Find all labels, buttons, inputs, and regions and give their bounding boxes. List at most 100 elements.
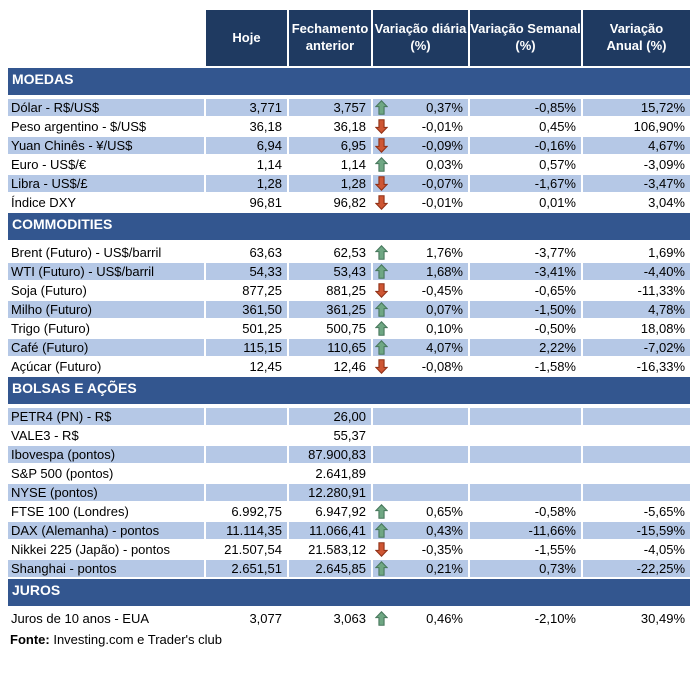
cell-hoje: 36,18 (249, 119, 282, 134)
row-label: Peso argentino - $/US$ (11, 119, 147, 134)
cell-variacao-semanal: -0,50% (534, 321, 576, 336)
cell-variacao-semanal (470, 446, 581, 463)
row-label: Juros de 10 anos - EUA (11, 611, 150, 626)
table-row: VALE3 - R$ 55,37 (8, 427, 690, 444)
row-label: FTSE 100 (Londres) (11, 504, 129, 519)
cell-hoje (206, 446, 287, 463)
cell-fechamento-anterior: 881,25 (326, 283, 366, 298)
table-row: Ibovespa (pontos) 87.900,83 (8, 446, 690, 463)
table-body: MOEDAS Dólar - R$/US$ 3,771 3,757 0,37% -0,85… (8, 68, 690, 627)
cell-fechamento-anterior: 3,063 (333, 611, 366, 626)
cell-variacao-anual (583, 446, 690, 463)
cell-hoje: 2.651,51 (206, 560, 287, 577)
cell-variacao-anual: 30,49% (640, 611, 685, 626)
cell-fechamento-anterior: 26,00 (289, 408, 371, 425)
table-row: Yuan Chinês - ¥/US$ 6,94 6,95 -0,09% -0,16% 4… (8, 137, 690, 154)
cell-variacao-diaria (373, 408, 468, 425)
row-label: Soja (Futuro) (11, 283, 87, 298)
cell-variacao-diaria: 1,76% (373, 244, 468, 261)
source-note-text: Investing.com e Trader's club (49, 632, 223, 647)
cell-hoje: 96,81 (249, 195, 282, 210)
table-row: WTI (Futuro) - US$/barril 54,33 53,43 1,68%… (8, 263, 690, 280)
section-header-commodities: COMMODITIES (8, 213, 690, 240)
variacao-diaria-value: 0,43% (426, 523, 463, 538)
row-label: Euro - US$/€ (11, 157, 87, 172)
cell-fechamento-anterior: 87.900,83 (289, 446, 371, 463)
cell-variacao-anual (583, 484, 690, 501)
variacao-diaria-value: 1,68% (426, 264, 463, 279)
arrow-up-icon (375, 611, 389, 627)
variacao-diaria-value: -0,07% (421, 176, 463, 191)
cell-fechamento-anterior: 500,75 (326, 321, 366, 336)
variacao-diaria-value: -0,01% (421, 195, 463, 210)
arrow-down-icon (375, 195, 389, 211)
row-label: Índice DXY (11, 195, 77, 210)
table-row: Euro - US$/€ 1,14 1,14 0,03% 0,57% -3,09% (8, 156, 690, 173)
row-label: Ibovespa (pontos) (8, 446, 204, 463)
cell-variacao-diaria: -0,09% (373, 137, 468, 154)
cell-variacao-diaria: 0,10% (373, 320, 468, 337)
column-header-fechamento: Fechamento anterior (289, 10, 371, 66)
cell-variacao-semanal: 0,45% (539, 119, 576, 134)
table-row: NYSE (pontos) 12.280,91 (8, 484, 690, 501)
cell-variacao-diaria: 0,43% (373, 522, 468, 539)
variacao-diaria-value: -0,09% (421, 138, 463, 153)
cell-variacao-anual: 15,72% (583, 99, 690, 116)
variacao-diaria-value: -0,01% (421, 119, 463, 134)
cell-variacao-anual: -22,25% (583, 560, 690, 577)
row-label: Libra - US$/£ (8, 175, 204, 192)
variacao-diaria-value: 0,65% (426, 504, 463, 519)
cell-variacao-diaria: 0,65% (373, 503, 468, 520)
arrow-down-icon (375, 359, 389, 375)
cell-variacao-semanal: 0,57% (539, 157, 576, 172)
cell-variacao-semanal: -1,67% (470, 175, 581, 192)
cell-variacao-anual (583, 408, 690, 425)
cell-fechamento-anterior: 53,43 (289, 263, 371, 280)
cell-hoje: 11.114,35 (206, 522, 287, 539)
arrow-down-icon (375, 542, 389, 558)
cell-hoje: 1,14 (256, 157, 282, 172)
cell-variacao-semanal: 0,73% (470, 560, 581, 577)
table-row: Shanghai - pontos 2.651,51 2.645,85 0,21% 0,… (8, 560, 690, 577)
arrow-slot-empty (375, 485, 389, 501)
section-header-moedas: MOEDAS (8, 68, 690, 95)
arrow-up-icon (375, 100, 389, 116)
variacao-diaria-value: -0,45% (421, 283, 463, 298)
cell-hoje (206, 465, 287, 482)
cell-fechamento-anterior: 6.947,92 (315, 504, 366, 519)
row-label: Nikkei 225 (Japão) - pontos (11, 542, 170, 557)
row-label: Açúcar (Futuro) (11, 359, 102, 374)
table-row: Peso argentino - $/US$ 36,18 36,18 -0,01% 0,… (8, 118, 690, 135)
table-row: Trigo (Futuro) 501,25 500,75 0,10% -0,50% 18,… (8, 320, 690, 337)
variacao-diaria-value: 1,76% (426, 245, 463, 260)
arrow-down-icon (375, 176, 389, 192)
cell-fechamento-anterior: 3,757 (289, 99, 371, 116)
column-header-variacao-anual: Variação Anual (%) (583, 10, 690, 66)
row-label: Café (Futuro) (8, 339, 204, 356)
section-header-bolsas-e-acoes: BOLSAS E AÇÕES (8, 377, 690, 404)
variacao-diaria-value: 0,10% (426, 321, 463, 336)
row-label: Trigo (Futuro) (11, 321, 90, 336)
row-label: NYSE (pontos) (8, 484, 204, 501)
cell-variacao-semanal: -0,58% (534, 504, 576, 519)
cell-fechamento-anterior: 361,25 (289, 301, 371, 318)
cell-variacao-diaria: -0,08% (373, 358, 468, 375)
cell-hoje: 3,077 (249, 611, 282, 626)
cell-hoje: 6.992,75 (231, 504, 282, 519)
row-label: Brent (Futuro) - US$/barril (11, 245, 162, 260)
cell-variacao-semanal (470, 484, 581, 501)
cell-variacao-diaria (373, 446, 468, 463)
cell-variacao-semanal (470, 465, 581, 482)
cell-variacao-diaria: -0,01% (373, 118, 468, 135)
table-row: Juros de 10 anos - EUA 3,077 3,063 0,46% -2,… (8, 610, 690, 627)
cell-variacao-anual (583, 465, 690, 482)
column-header-variacao-semanal: Variação Semanal (%) (470, 10, 581, 66)
cell-hoje: 3,771 (206, 99, 287, 116)
cell-fechamento-anterior: 6,95 (289, 137, 371, 154)
cell-variacao-diaria: 1,68% (373, 263, 468, 280)
variacao-diaria-value: 0,46% (426, 611, 463, 626)
table-row: PETR4 (PN) - R$ 26,00 (8, 408, 690, 425)
arrow-down-icon (375, 283, 389, 299)
variacao-diaria-value: 0,07% (426, 302, 463, 317)
column-header-hoje: Hoje (206, 10, 287, 66)
